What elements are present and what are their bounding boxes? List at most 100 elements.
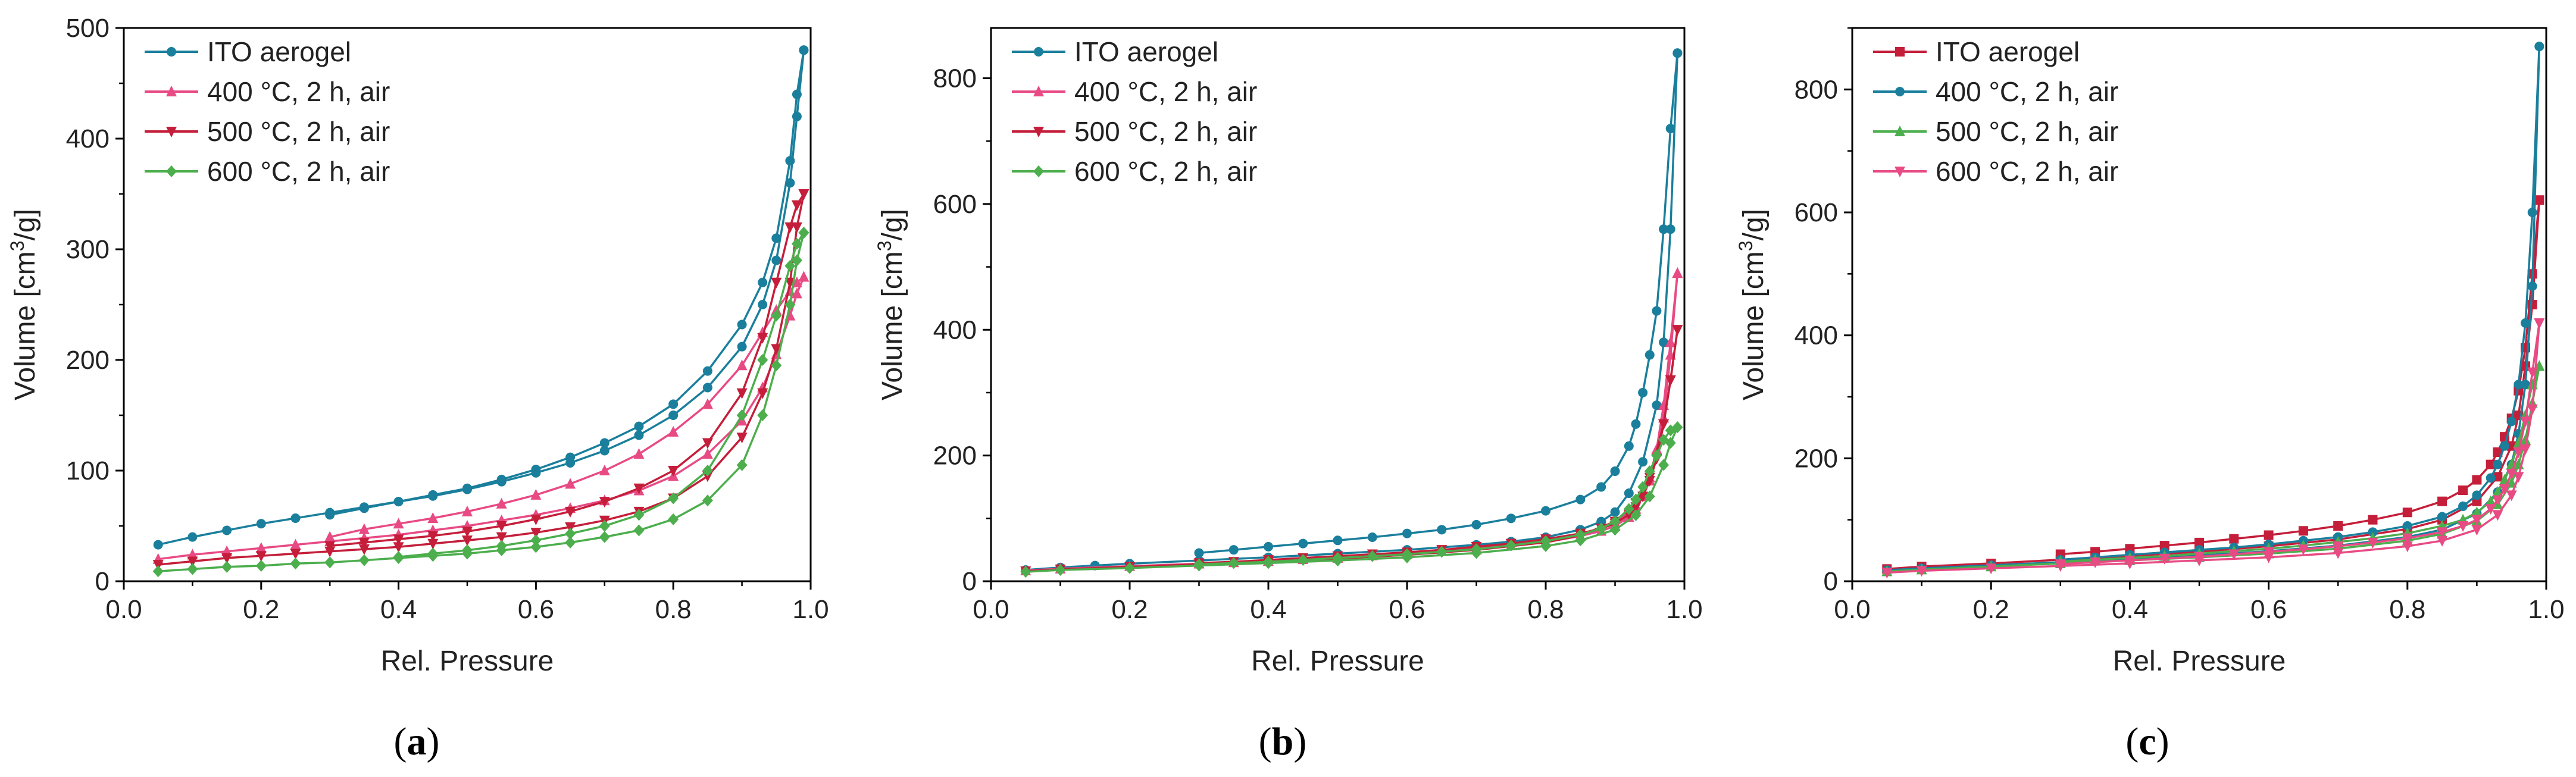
data-point [791, 200, 802, 211]
data-point [1986, 563, 1997, 575]
data-point [358, 544, 370, 556]
data-point [325, 510, 335, 520]
x-tick-label: 0.2 [1111, 595, 1148, 624]
data-point [2263, 547, 2274, 558]
data-point [496, 497, 507, 509]
data-point [702, 383, 712, 393]
legend-label: ITO aerogel [207, 36, 351, 67]
data-point [634, 421, 644, 431]
legend-label: 400 °C, 2 h, air [1074, 76, 1257, 107]
data-point [565, 528, 576, 540]
data-point [1610, 507, 1620, 517]
data-point [1638, 457, 1648, 467]
series-line-desorption [398, 232, 805, 558]
panel-caption: (c) [2125, 720, 2169, 763]
data-point [496, 532, 507, 543]
chart-panel-a: 0.0 0.2 0.4 0.6 0.8 1.0 0 100 200 300 400 500 Rel. P… [7, 14, 829, 763]
data-point [1505, 539, 1517, 552]
data-point [2368, 515, 2378, 525]
data-point [2514, 380, 2524, 390]
data-point [358, 537, 370, 549]
data-point [358, 523, 370, 534]
x-tick-label: 0.4 [2112, 595, 2148, 624]
data-point [1652, 400, 1662, 411]
y-axis-label-suffix: /g] [1738, 209, 1770, 240]
data-point [530, 534, 542, 547]
data-point [2520, 434, 2531, 445]
data-point [2521, 380, 2531, 390]
series-line-desorption [1199, 426, 1678, 566]
legend-label: 600 °C, 2 h, air [1074, 156, 1257, 187]
data-point [1596, 482, 1606, 492]
data-point [2263, 552, 2274, 563]
data-point [798, 227, 809, 239]
x-tick-label: 0.8 [655, 595, 692, 624]
data-point [1436, 546, 1448, 558]
data-point [599, 465, 610, 475]
x-tick-label: 0.2 [1973, 595, 2009, 624]
y-tick-label: 400 [1795, 321, 1838, 350]
data-point [2520, 444, 2531, 455]
y-axis-label-suffix: /g] [10, 209, 41, 240]
data-point [1916, 566, 1927, 577]
legend-marker [1034, 47, 1043, 57]
y-tick-label: 0 [1824, 567, 1838, 596]
data-point [1194, 548, 1204, 558]
data-point [2458, 521, 2469, 532]
data-point [324, 556, 336, 569]
data-point [393, 551, 404, 563]
series-line-desorption [2060, 322, 2541, 565]
data-point [757, 388, 768, 399]
data-point [2090, 557, 2101, 568]
data-point [757, 333, 768, 344]
data-point [255, 542, 267, 553]
data-point [1610, 466, 1620, 477]
legend-label: 500 °C, 2 h, air [207, 116, 390, 147]
series-line-desorption [2060, 200, 2541, 556]
data-point [798, 271, 809, 282]
legend-marker [1895, 47, 1905, 57]
x-tick-label: 1.0 [2528, 595, 2564, 624]
y-tick-label: 600 [933, 190, 977, 219]
data-point [496, 474, 507, 484]
data-point [2471, 506, 2483, 518]
legend-marker [1895, 126, 1905, 136]
data-point [187, 563, 198, 575]
data-point [2458, 485, 2468, 496]
data-point [771, 277, 782, 289]
y-axis-label-superscript: 3 [7, 240, 28, 251]
y-axis-label-superscript: 3 [1735, 240, 1756, 251]
data-point [1471, 519, 1481, 530]
x-tick-label: 0.6 [1389, 595, 1425, 624]
data-point [290, 513, 301, 523]
data-point [668, 492, 679, 505]
data-point [784, 259, 796, 272]
data-point [462, 483, 472, 493]
data-point [791, 237, 802, 250]
caption-open: ( [1259, 720, 1272, 763]
data-point [1228, 545, 1239, 555]
data-point [1672, 48, 1683, 58]
data-point [1020, 566, 1031, 578]
data-point [153, 540, 163, 550]
data-point [2527, 367, 2538, 378]
data-point [2229, 534, 2239, 544]
data-point [2520, 416, 2531, 428]
data-point [462, 535, 473, 547]
data-point [2367, 537, 2378, 549]
caption-close: ) [2156, 720, 2169, 763]
data-point [462, 527, 473, 538]
data-point [757, 409, 768, 421]
data-point [427, 531, 439, 542]
data-point [758, 300, 768, 309]
data-point [633, 483, 645, 494]
data-point [2527, 404, 2538, 415]
data-point [496, 540, 507, 552]
series-line-desorption [2060, 365, 2540, 563]
data-point [1659, 337, 1669, 347]
caption-close: ) [427, 720, 440, 763]
data-point [1471, 543, 1482, 556]
data-point [702, 366, 712, 376]
data-point [255, 559, 267, 572]
data-point [530, 488, 542, 500]
